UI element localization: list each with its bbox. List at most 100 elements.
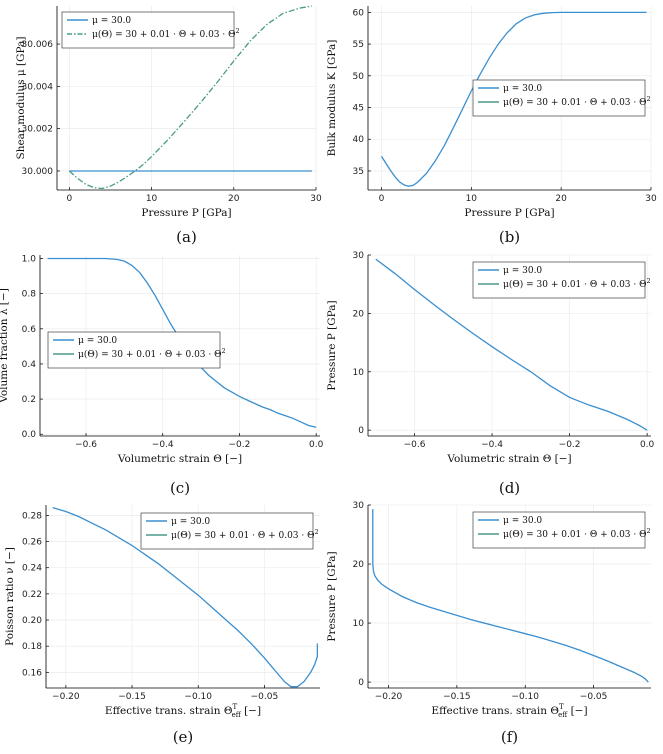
x-tick-label: −0.6 [404, 440, 426, 450]
y-axis-label: Pressure P [GPa] [326, 551, 338, 641]
legend-entry-1: μ = 30.0 [503, 516, 542, 526]
x-tick-label: 0.0 [309, 440, 324, 450]
y-tick-label: 30.002 [22, 125, 54, 135]
panel-caption: (f) [501, 728, 518, 746]
panel-caption: (e) [173, 728, 194, 746]
legend-entry-2: μ(Θ) = 30 + 0.01 · Θ + 0.03 · Θ2 [171, 528, 319, 541]
y-tick-label: 20 [353, 560, 365, 570]
x-tick-label: 20 [555, 194, 567, 204]
y-tick-label: 30 [353, 251, 365, 261]
series-line-2 [68, 5, 312, 190]
legend: μ = 30.0μ(Θ) = 30 + 0.01 · Θ + 0.03 · Θ2 [47, 331, 226, 369]
panel-caption: (a) [176, 228, 197, 246]
legend-box [140, 512, 314, 550]
y-tick-label: 0.22 [22, 590, 42, 600]
y-tick-label: 0.20 [22, 616, 42, 626]
legend-box [472, 511, 646, 549]
y-tick-label: 50 [353, 72, 365, 82]
y-tick-label: 55 [353, 40, 364, 50]
y-tick-label: 1.0 [22, 255, 37, 265]
legend-entry-2: μ(Θ) = 30 + 0.01 · Θ + 0.03 · Θ2 [503, 95, 651, 108]
series-line-1 [380, 11, 647, 187]
panel-caption: (c) [170, 479, 190, 497]
y-tick-label: 0.24 [22, 564, 42, 574]
legend: μ = 30.0μ(Θ) = 30 + 0.01 · Θ + 0.03 · Θ2 [472, 79, 651, 117]
legend-entry-2: μ(Θ) = 30 + 0.01 · Θ + 0.03 · Θ2 [503, 527, 651, 540]
legend-box [61, 11, 235, 49]
x-tick-label: −0.10 [511, 692, 539, 702]
x-tick-label: −0.4 [481, 440, 503, 450]
x-tick-label: 30 [310, 194, 322, 204]
y-tick-label: 0 [358, 426, 364, 436]
legend-entry-2: μ(Θ) = 30 + 0.01 · Θ + 0.03 · Θ2 [92, 27, 240, 40]
y-tick-label: 0.16 [22, 668, 42, 678]
x-tick-label: −0.05 [251, 692, 279, 702]
legend-box [472, 79, 646, 117]
y-tick-label: 40 [353, 135, 365, 145]
y-axis-label: Volume fraction λ [−] [0, 288, 10, 404]
y-tick-label: 45 [353, 104, 364, 114]
y-tick-label: 0.4 [22, 360, 37, 370]
chart-panel-6: −0.20 −0.15 −0.10 −0.05 0 10 20 30 Effective tra… [326, 501, 651, 746]
y-axis-label: Pressure P [GPa] [326, 300, 338, 390]
y-axis-label: Poisson ratio ν [−] [4, 547, 16, 646]
x-tick-label: −0.15 [443, 692, 471, 702]
x-tick-label: −0.20 [52, 692, 80, 702]
x-tick-label: 0.0 [640, 440, 655, 450]
y-tick-label: 30.006 [22, 40, 54, 50]
x-tick-label: 10 [466, 194, 478, 204]
x-tick-label: 0 [66, 194, 72, 204]
x-tick-label: 10 [146, 194, 158, 204]
y-tick-label: 30.000 [22, 167, 54, 177]
x-tick-label: 30 [645, 194, 657, 204]
x-axis-label: Pressure P [GPa] [141, 207, 231, 219]
series-line-1 [372, 509, 649, 683]
y-tick-label: 30.004 [22, 82, 54, 92]
chart-panel-4: −0.6 −0.4 −0.2 0.0 0 10 20 30 Volumetric strain … [326, 251, 655, 497]
y-tick-label: 10 [353, 368, 365, 378]
x-tick-label: −0.20 [375, 692, 403, 702]
series-line-1 [47, 257, 317, 428]
y-axis-label: Shear modulus μ [GPa] [15, 37, 27, 160]
x-tick-label: −0.2 [229, 440, 251, 450]
chart-panel-1: 0 10 20 30 30.000 30.002 30.004 30.006 Pressure … [15, 5, 322, 246]
chart-panel-2: 0 10 20 30 35 40 45 50 55 60 Pressure P [GPa] Bulk … [326, 6, 657, 246]
y-tick-label: 0.18 [22, 642, 42, 652]
x-tick-label: 20 [228, 194, 240, 204]
legend-box [47, 331, 221, 369]
x-axis-label: Effective trans. strain ΘT eff [−] [105, 703, 261, 719]
chart-panel-5: −0.20 −0.15 −0.10 −0.05 0.16 0.18 0.20 0.22 0.24… [4, 505, 320, 746]
panel-caption: (d) [499, 479, 520, 497]
legend-entry-1: μ = 30.0 [78, 336, 117, 346]
y-axis-label: Bulk modulus K [GPa] [326, 40, 338, 157]
x-axis-label: Volumetric strain Θ [−] [117, 453, 242, 465]
y-tick-label: 0.2 [22, 395, 36, 405]
series-line-1 [375, 258, 648, 431]
legend: μ = 30.0μ(Θ) = 30 + 0.01 · Θ + 0.03 · Θ2 [140, 512, 319, 550]
y-tick-label: 0.0 [22, 430, 37, 440]
x-axis-label: Pressure P [GPa] [464, 207, 554, 219]
y-tick-label: 0.28 [22, 511, 42, 521]
legend-entry-1: μ = 30.0 [503, 84, 542, 94]
y-tick-label: 10 [353, 619, 365, 629]
x-tick-label: −0.15 [118, 692, 146, 702]
x-axis-label: Effective trans. strain ΘT eff [−] [431, 703, 587, 719]
x-tick-label: 0 [379, 194, 385, 204]
legend: μ = 30.0μ(Θ) = 30 + 0.01 · Θ + 0.03 · Θ2 [472, 511, 651, 549]
legend-box [472, 261, 646, 299]
y-tick-label: 30 [353, 501, 365, 511]
chart-panel-3: −0.6 −0.4 −0.2 0.0 0.0 0.2 0.4 0.6 0.8 1.0 Volumet… [0, 255, 324, 497]
legend-entry-2: μ(Θ) = 30 + 0.01 · Θ + 0.03 · Θ2 [503, 277, 651, 290]
x-tick-label: −0.10 [184, 692, 212, 702]
legend-entry-1: μ = 30.0 [92, 16, 131, 26]
y-tick-label: 35 [353, 167, 364, 177]
series-line-1 [52, 506, 319, 688]
x-tick-label: −0.6 [75, 440, 97, 450]
y-tick-label: 20 [353, 309, 365, 319]
y-tick-label: 0.6 [22, 325, 37, 335]
legend-entry-1: μ = 30.0 [171, 517, 210, 527]
legend: μ = 30.0μ(Θ) = 30 + 0.01 · Θ + 0.03 · Θ2 [472, 261, 651, 299]
y-tick-label: 0.8 [22, 290, 37, 300]
x-tick-label: −0.4 [152, 440, 174, 450]
